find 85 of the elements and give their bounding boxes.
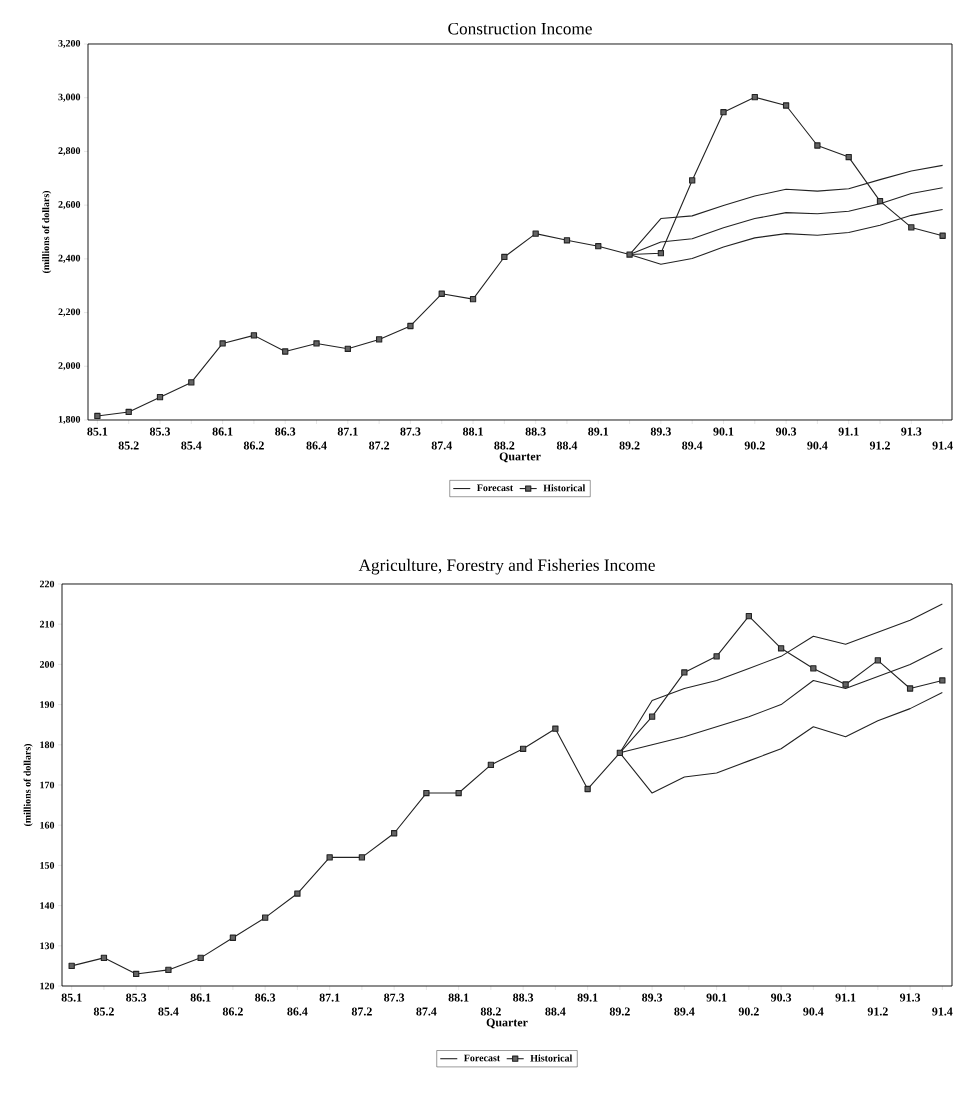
x-tick-label: 86.2 [222, 1007, 243, 1016]
x-tick-label: 88.3 [513, 993, 534, 1002]
chart-title: Agriculture, Forestry and Fisheries Income [358, 558, 655, 575]
x-tick-label: 87.3 [400, 427, 421, 436]
x-tick-label: 88.4 [556, 441, 578, 450]
x-tick-label: 86.3 [255, 993, 276, 1002]
x-tick-label: 85.3 [126, 993, 147, 1002]
legend-label: Forecast [476, 484, 514, 492]
legend-label: Historical [530, 1054, 573, 1062]
x-tick-label: 88.2 [480, 1007, 501, 1016]
x-tick-label: 86.4 [306, 441, 327, 450]
x-tick-label: 89.1 [577, 993, 598, 1002]
chart-title: Construction Income [448, 22, 592, 35]
x-tick-label: 88.2 [494, 441, 515, 450]
x-tick-label: 86.4 [287, 1007, 308, 1016]
x-tick-label: 87.1 [337, 427, 358, 436]
x-tick-label: 91.1 [838, 427, 859, 436]
x-tick-label: 87.1 [319, 993, 340, 1002]
x-tick-label: 88.3 [525, 427, 546, 436]
x-tick-label: 89.3 [650, 427, 671, 436]
x-tick-label: 87.2 [369, 441, 390, 450]
y-tick-label: 1,800 [58, 415, 81, 425]
x-tick-label: 91.1 [835, 993, 856, 1002]
x-tick-label: 86.1 [190, 993, 211, 1002]
y-tick-label: 150 [40, 862, 55, 869]
x-tick-label: 87.4 [431, 441, 452, 450]
x-tick-label: 90.3 [775, 427, 797, 436]
y-tick-label: 3,000 [58, 93, 81, 102]
x-axis-title: Quarter [499, 452, 541, 463]
x-tick-label: 88.1 [462, 427, 483, 436]
x-tick-label: 89.4 [682, 441, 703, 450]
x-tick-label: 90.1 [706, 993, 727, 1002]
x-tick-label: 89.2 [609, 1007, 630, 1016]
x-tick-label: 88.4 [545, 1007, 566, 1016]
y-tick-label: 120 [40, 982, 55, 990]
x-tick-label: 85.1 [61, 993, 82, 1002]
x-tick-label: 91.2 [869, 441, 890, 450]
y-tick-label: 160 [40, 821, 55, 829]
x-tick-label: 86.1 [212, 427, 233, 436]
y-tick-label: 170 [40, 781, 55, 789]
x-tick-label: 90.1 [713, 427, 734, 436]
legend-label: Forecast [463, 1054, 501, 1062]
x-tick-label: 90.2 [744, 441, 765, 450]
x-tick-label: 90.3 [770, 993, 792, 1002]
x-tick-label: 89.3 [642, 993, 663, 1002]
y-tick-label: 2,400 [58, 254, 81, 263]
x-tick-label: 90.2 [738, 1007, 759, 1016]
y-tick-label: 2,000 [58, 362, 81, 371]
y-tick-label: 220 [39, 580, 55, 588]
x-tick-label: 86.3 [275, 427, 296, 436]
x-tick-label: 85.4 [181, 441, 202, 450]
legend-label: Historical [543, 484, 586, 492]
x-tick-label: 91.3 [901, 427, 922, 436]
x-tick-label: 85.2 [118, 441, 139, 450]
x-tick-label: 91.4 [932, 1007, 953, 1016]
y-tick-label: 140 [40, 902, 55, 909]
y-tick-label: 3,200 [58, 39, 81, 49]
y-tick-label: 200 [39, 661, 55, 668]
y-tick-label: 210 [39, 620, 55, 628]
x-tick-label: 91.3 [899, 993, 921, 1002]
x-tick-label: 90.4 [803, 1007, 824, 1016]
x-tick-label: 85.3 [149, 427, 171, 436]
y-tick-label: 2,800 [58, 147, 81, 156]
x-tick-label: 85.1 [87, 427, 108, 436]
x-tick-label: 86.2 [243, 441, 264, 450]
y-axis-title: (millions of dollars) [42, 190, 52, 274]
x-tick-label: 89.1 [588, 427, 609, 436]
y-tick-label: 180 [40, 741, 55, 749]
x-axis-title: Quarter [486, 1018, 528, 1029]
x-tick-label: 85.2 [93, 1007, 114, 1016]
x-tick-label: 90.4 [807, 441, 828, 450]
y-tick-label: 2,600 [58, 201, 81, 210]
x-tick-label: 87.3 [384, 993, 405, 1002]
x-tick-label: 87.4 [416, 1007, 437, 1016]
x-tick-label: 88.1 [448, 993, 469, 1002]
x-tick-label: 89.2 [619, 441, 640, 450]
x-tick-label: 85.4 [158, 1007, 179, 1016]
x-tick-label: 87.2 [351, 1007, 372, 1016]
y-tick-label: 2,200 [58, 308, 81, 317]
y-tick-label: 130 [40, 942, 55, 950]
x-tick-label: 91.2 [867, 1007, 888, 1016]
x-tick-label: 89.4 [674, 1007, 695, 1016]
y-axis-title: (millions of dollars) [23, 743, 33, 827]
x-tick-label: 91.4 [932, 441, 953, 450]
y-tick-label: 190 [40, 701, 55, 708]
